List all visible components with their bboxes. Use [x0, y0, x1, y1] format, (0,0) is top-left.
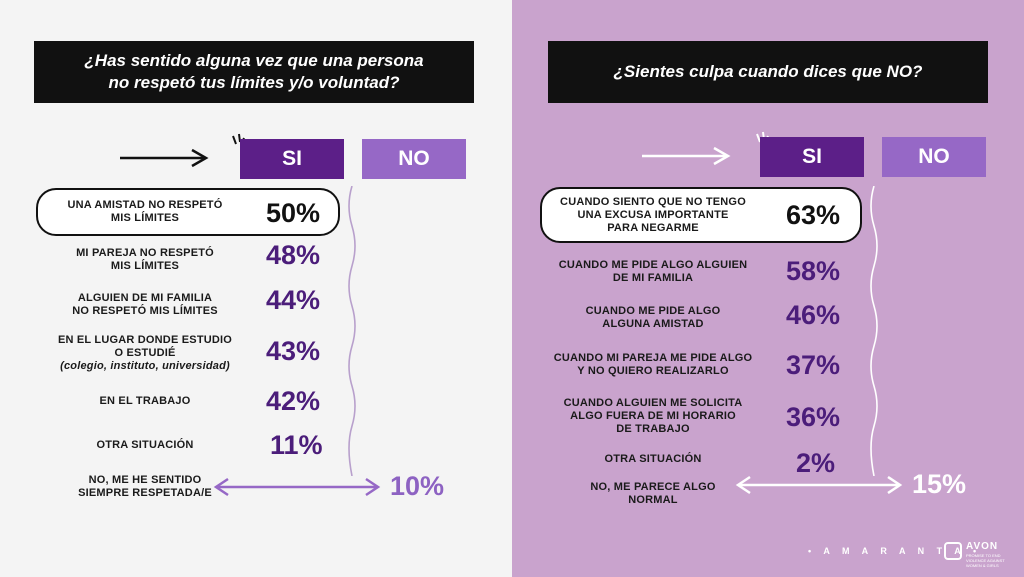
left-row-4-label: EN EL LUGAR DONDE ESTUDIO O ESTUDIÉ (cole…	[57, 334, 233, 372]
left-row-5-value: 42%	[266, 386, 321, 416]
left-no-row-value: 10%	[390, 471, 445, 501]
left-title-line1: ¿Has sentido alguna vez que una persona	[84, 51, 424, 70]
left-wavy-divider	[348, 186, 356, 476]
right-row-2-label: CUANDO ME PIDE ALGO ALGUIEN DE MI FAMILIA	[558, 259, 748, 284]
left-row-5-label: EN EL TRABAJO	[99, 395, 191, 407]
avon-logo-icon	[944, 542, 962, 560]
right-wavy-divider	[870, 186, 878, 476]
right-row-6-label: OTRA SITUACIÓN	[604, 453, 702, 465]
left-row-6-label: OTRA SITUACIÓN	[96, 439, 194, 451]
right-highlight-row	[540, 187, 862, 243]
left-arrow-icon	[120, 148, 209, 168]
left-question-title: ¿Has sentido alguna vez que una persona …	[34, 41, 474, 103]
right-row-6-value: 2%	[796, 448, 836, 478]
right-question-title: ¿Sientes culpa cuando dices que NO?	[548, 41, 988, 103]
left-row-2-value: 48%	[266, 240, 321, 270]
avon-brand: AVON	[966, 541, 999, 552]
left-row-1-label: UNA AMISTAD NO RESPETÓ MIS LÍMITES	[67, 199, 223, 224]
left-title-line2: no respetó tus límites y/o voluntad?	[108, 73, 400, 92]
right-row-4-value: 37%	[786, 350, 841, 380]
right-no-row-value: 15%	[912, 469, 967, 499]
left-row-6-value: 11%	[270, 430, 323, 460]
right-no-header: NO	[882, 137, 986, 177]
right-row-3-label: CUANDO ME PIDE ALGO ALGUNA AMISTAD	[585, 305, 721, 330]
left-row-4-value: 43%	[266, 336, 321, 366]
right-arrow-icon	[642, 146, 731, 166]
right-row-1-label: CUANDO SIENTO QUE NO TENGO UNA EXCUSA IMP…	[560, 196, 746, 234]
right-row-5-value: 36%	[786, 402, 841, 432]
right-si-header: SI	[760, 137, 864, 177]
left-si-header: SI	[240, 139, 344, 179]
right-row-5-label: CUANDO ALGUIEN ME SOLICITA ALGO FUERA DE …	[563, 397, 743, 435]
left-double-arrow-icon	[213, 477, 381, 497]
right-no-row-label: NO, ME PARECE ALGO NORMAL	[590, 481, 716, 506]
right-row-3-value: 46%	[786, 300, 841, 330]
left-row-2-label: MI PAREJA NO RESPETÓ MIS LÍMITES	[76, 247, 214, 272]
left-row-3-label: ALGUIEN DE MI FAMILIA NO RESPETÓ MIS LÍMI…	[72, 292, 218, 317]
right-double-arrow-icon	[735, 475, 903, 495]
left-row-1-value: 50%	[266, 198, 321, 228]
amaranta-brand: • A M A R A N T A •	[808, 546, 982, 556]
left-no-row-label: NO, ME HE SENTIDO SIEMPRE RESPETADA/E	[78, 474, 212, 499]
left-highlight-row	[36, 188, 340, 236]
left-row-3-value: 44%	[266, 285, 321, 315]
left-no-header: NO	[362, 139, 466, 179]
right-row-1-value: 63%	[786, 200, 841, 230]
avon-subtitle: PROMISE TO END VIOLENCE AGAINST WOMEN & …	[966, 553, 1005, 568]
right-row-4-label: CUANDO MI PAREJA ME PIDE ALGO Y NO QUIERO…	[553, 352, 753, 377]
right-row-2-value: 58%	[786, 256, 841, 286]
